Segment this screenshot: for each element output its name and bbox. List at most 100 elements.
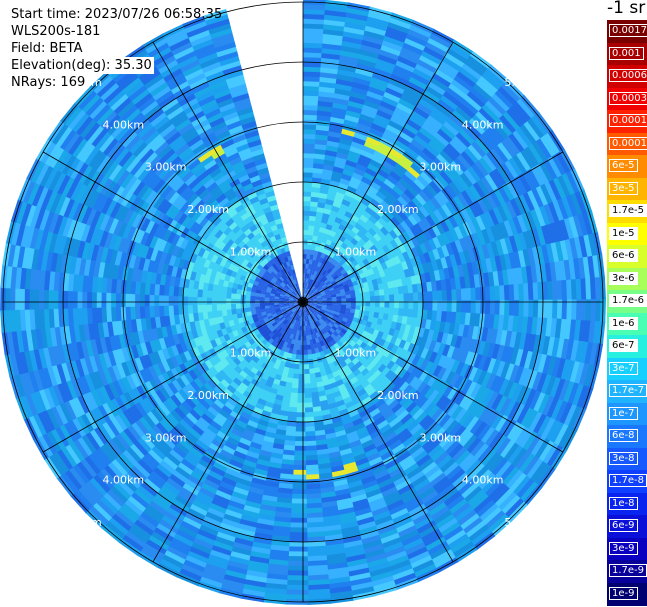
heatmap-cell: [374, 398, 386, 409]
heatmap-cell: [172, 333, 181, 346]
heatmap-cell: [152, 350, 162, 364]
heatmap-cell: [281, 371, 289, 378]
heatmap-cell: [306, 253, 311, 260]
heatmap-cell: [76, 394, 90, 414]
heatmap-cell: [348, 180, 360, 190]
heatmap-cell: [124, 306, 132, 321]
heatmap-cell: [408, 376, 420, 389]
heatmap-cell: [139, 293, 145, 307]
heatmap-cell: [193, 377, 204, 389]
heatmap-cell: [381, 235, 391, 245]
heatmap-cell: [532, 413, 548, 435]
heatmap-cell: [232, 349, 241, 358]
heatmap-cell: [313, 162, 325, 170]
heatmap-cell: [307, 579, 330, 586]
heatmap-cell: [383, 91, 402, 104]
heatmap-cell: [310, 196, 320, 203]
heatmap-cell: [299, 364, 305, 370]
heatmap-cell: [264, 307, 271, 312]
heatmap-cell: [228, 352, 237, 361]
heatmap-cell: [449, 227, 460, 242]
heatmap-cell: [278, 482, 293, 490]
heatmap-cell: [480, 258, 489, 274]
heatmap-cell: [126, 468, 144, 486]
heatmap-cell: [286, 332, 292, 339]
heatmap-cell: [245, 450, 260, 460]
heatmap-cell: [237, 472, 253, 483]
heatmap-cell: [436, 290, 443, 302]
heatmap-cell: [64, 469, 83, 491]
heatmap-cell: [392, 314, 399, 323]
heatmap-cell: [508, 132, 526, 153]
heatmap-cell: [307, 315, 311, 321]
heatmap-cell: [461, 189, 474, 206]
heatmap-cell: [335, 83, 353, 92]
heatmap-cell: [304, 277, 307, 283]
heatmap-cell: [76, 290, 83, 309]
heatmap-cell: [421, 282, 428, 293]
heatmap-cell: [304, 421, 315, 428]
heatmap-cell: [176, 332, 185, 344]
heatmap-cell: [166, 412, 180, 427]
heatmap-cell: [83, 455, 101, 475]
heatmap-cell: [237, 362, 246, 371]
heatmap-cell: [173, 406, 186, 420]
heatmap-cell: [356, 388, 367, 398]
heatmap-cell: [259, 504, 277, 512]
heatmap-cell: [349, 376, 359, 386]
heatmap-cell: [350, 301, 357, 306]
heatmap-cell: [532, 352, 543, 373]
heatmap-cell: [139, 511, 160, 528]
heatmap-cell: [345, 430, 358, 440]
heatmap-cell: [355, 292, 361, 298]
heatmap-cell: [527, 247, 536, 267]
heatmap-cell: [323, 287, 330, 292]
heatmap-cell: [523, 350, 534, 370]
heatmap-cell: [381, 537, 402, 550]
heatmap-cell: [559, 240, 570, 262]
heatmap-cell: [261, 314, 268, 319]
heatmap-cell: [312, 299, 318, 302]
heatmap-cell: [364, 94, 383, 106]
heatmap-cell: [303, 287, 306, 293]
heatmap-cell: [397, 209, 409, 221]
heatmap-cell: [296, 402, 305, 409]
heatmap-cell: [353, 167, 366, 177]
heatmap-cell: [401, 371, 412, 383]
heatmap-cell: [293, 368, 300, 375]
heatmap-cell: [92, 473, 111, 494]
heatmap-cell: [207, 553, 229, 566]
heatmap-cell: [386, 351, 396, 361]
heatmap-cell: [313, 327, 319, 334]
heatmap-cell: [435, 221, 446, 235]
heatmap-cell: [459, 349, 470, 365]
heatmap-cell: [311, 269, 316, 276]
heatmap-cell: [338, 408, 349, 417]
heatmap-cell: [101, 402, 115, 420]
heatmap-cell: [309, 215, 317, 222]
heatmap-cell: [334, 311, 341, 316]
heatmap-cell: [225, 384, 237, 395]
heatmap-cell: [468, 338, 478, 354]
heatmap-cell: [287, 311, 293, 316]
heatmap-cell: [283, 313, 289, 318]
heatmap-cell: [158, 418, 173, 433]
heatmap-cell: [376, 523, 397, 536]
heatmap-cell: [498, 378, 510, 397]
heatmap-cell: [339, 310, 346, 315]
heatmap-cell: [351, 448, 366, 458]
heatmap-cell: [483, 313, 491, 329]
heatmap-cell: [185, 412, 198, 425]
heatmap-cell: [349, 308, 356, 314]
heatmap-cell: [200, 571, 224, 585]
heatmap-cell: [309, 368, 316, 375]
heatmap-cell: [465, 287, 472, 302]
heatmap-cell: [48, 289, 54, 310]
heatmap-cell: [104, 520, 126, 540]
heatmap-cell: [355, 301, 362, 306]
heatmap-cell: [494, 285, 501, 301]
heatmap-cell: [194, 462, 211, 476]
heatmap-cell: [441, 437, 457, 453]
heatmap-cell: [398, 308, 405, 317]
heatmap-cell: [332, 282, 339, 288]
